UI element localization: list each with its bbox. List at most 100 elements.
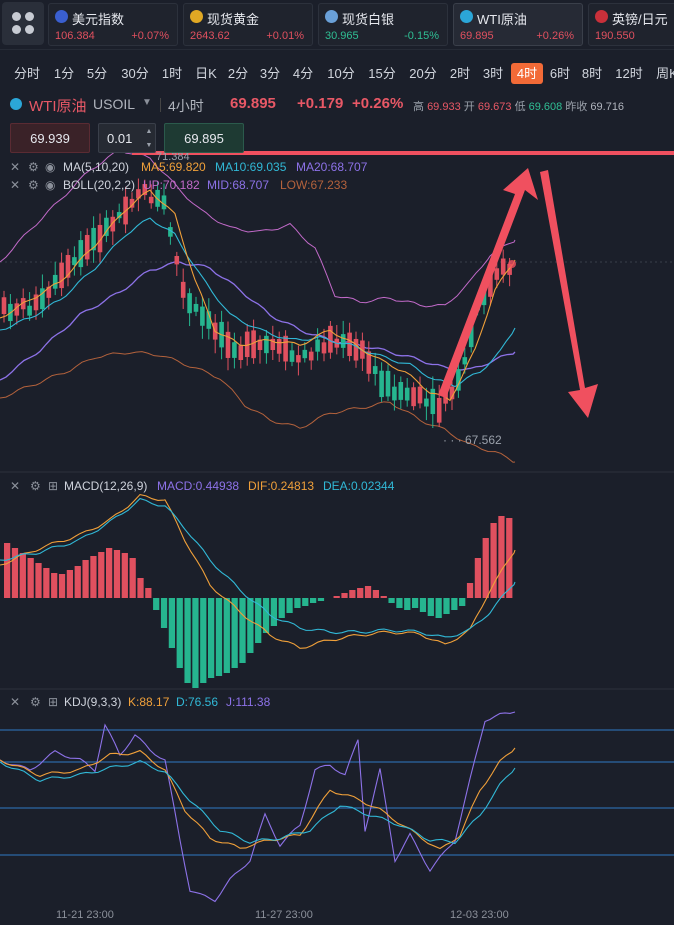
dif-value: DIF:0.24813	[248, 479, 315, 493]
sell-price-button[interactable]: 69.939	[10, 123, 90, 153]
eye-icon[interactable]: ◉	[45, 178, 56, 192]
buy-price-button[interactable]: 69.895	[164, 123, 244, 153]
close-icon[interactable]: ✕	[10, 695, 21, 709]
macd-bar	[310, 598, 317, 603]
macd-bar	[113, 550, 121, 598]
increment-icon[interactable]: ▲	[145, 128, 153, 135]
decrement-icon[interactable]: ▼	[145, 142, 153, 149]
boll-mid-line	[0, 261, 516, 381]
candle	[430, 388, 436, 415]
candle	[14, 303, 20, 316]
chart-timeframe[interactable]: 4小时	[168, 98, 204, 114]
tab-timeframe[interactable]: 20分	[409, 66, 437, 81]
candle	[283, 335, 288, 362]
dif-line	[0, 493, 516, 649]
candle	[468, 320, 474, 348]
timeframe-bar: 分时 1分 5分 30分 1时 日K 2分 3分 4分 10分 15分 20分 …	[0, 58, 674, 88]
candle	[379, 370, 384, 398]
d-value: D:76.56	[176, 695, 219, 709]
gear-icon[interactable]: ⚙	[28, 178, 39, 192]
candle	[494, 268, 500, 280]
quote-price: 2643.62	[190, 30, 230, 42]
tab-timeframe[interactable]: 周K	[656, 66, 674, 81]
macd-bar	[270, 598, 278, 626]
instrument-header: WTI原油 USOIL ▼ 4小时 69.895 +0.179 +0.26% 高…	[0, 92, 674, 118]
tab-timeframe[interactable]: 5分	[86, 66, 108, 81]
tab-timeframe[interactable]: 3分	[259, 66, 281, 81]
macd-bar	[474, 558, 482, 598]
close-icon[interactable]: ✕	[10, 178, 21, 192]
tab-timeframe[interactable]: 10分	[327, 66, 355, 81]
low-mark-label: · · · 67.562	[443, 433, 502, 447]
macd-bar	[294, 598, 301, 608]
tab-timeframe[interactable]: 8时	[581, 66, 603, 81]
quote-change: +0.01%	[266, 30, 304, 42]
candle	[78, 240, 84, 268]
tab-timeframe-active[interactable]: 4时	[511, 63, 543, 84]
tab-timeframe[interactable]: 4分	[292, 66, 314, 81]
candle	[65, 255, 71, 278]
tab-timeframe[interactable]: 6时	[549, 66, 571, 81]
tab-timeframe[interactable]: 1分	[53, 66, 75, 81]
candle	[40, 288, 45, 310]
tab-timeframe[interactable]: 1时	[161, 66, 183, 81]
gear-icon[interactable]: ⚙	[28, 160, 39, 174]
tab-timeframe[interactable]: 2分	[227, 66, 249, 81]
quote-card-silver[interactable]: 现货白银 30.965 -0.15%	[318, 3, 448, 46]
quote-card-gold[interactable]: 现货黄金 2643.62 +0.01%	[183, 3, 313, 46]
candle	[257, 339, 263, 351]
candle	[116, 212, 122, 219]
tab-timeframe[interactable]: 30分	[121, 66, 149, 81]
tab-timeframe[interactable]: 3时	[482, 66, 504, 81]
boll-upper-line	[0, 149, 516, 308]
candle	[276, 339, 282, 354]
quote-name: WTI原油	[477, 12, 527, 27]
uk-flag-icon	[595, 10, 608, 23]
macd-bar	[317, 598, 325, 601]
up-arrow	[438, 168, 538, 398]
quote-change: +0.26%	[536, 30, 574, 42]
close-icon[interactable]: ✕	[10, 479, 21, 493]
gear-icon[interactable]: ⚙	[30, 695, 41, 709]
macd-bar	[231, 598, 238, 668]
candle	[417, 386, 423, 404]
candle	[270, 338, 276, 351]
tab-timeframe[interactable]: 日K	[195, 66, 217, 81]
ma10-value: MA10:69.035	[215, 160, 287, 174]
macd-bar	[98, 552, 105, 598]
candle	[302, 349, 308, 359]
high-value: 69.933	[427, 101, 461, 113]
instrument-name[interactable]: WTI原油	[29, 98, 87, 115]
plus-square-icon[interactable]: ⊞	[48, 479, 59, 493]
instrument-code[interactable]: USOIL	[93, 96, 136, 112]
caret-down-icon[interactable]: ▼	[142, 97, 152, 108]
macd-bar	[215, 598, 223, 676]
macd-bar	[192, 598, 199, 688]
eye-icon[interactable]: ◉	[45, 160, 56, 174]
quote-card-usd-index[interactable]: 美元指数 106.384 +0.07%	[48, 3, 178, 46]
j-line	[0, 711, 516, 903]
quote-card-gbpjpy[interactable]: 英镑/日元 190.550	[588, 3, 674, 46]
quantity-input[interactable]: 0.01	[98, 123, 156, 153]
candle	[404, 387, 410, 401]
candle	[110, 216, 116, 232]
gear-icon[interactable]: ⚙	[30, 479, 41, 493]
macd-bar	[364, 586, 372, 598]
tab-timeframe[interactable]: 分时	[13, 66, 40, 81]
tab-timeframe[interactable]: 15分	[368, 66, 396, 81]
tab-timeframe[interactable]: 2时	[449, 66, 471, 81]
grid-menu-icon[interactable]	[2, 2, 44, 45]
tab-timeframe[interactable]: 12时	[615, 66, 643, 81]
quote-change: +0.07%	[131, 30, 169, 42]
candle	[315, 339, 320, 352]
candle	[232, 342, 237, 358]
macd-bar	[255, 598, 262, 643]
macd-bar	[19, 553, 26, 598]
candle	[385, 370, 391, 397]
quote-card-wti[interactable]: WTI原油 69.895 +0.26%	[453, 3, 583, 46]
quote-bar: 美元指数 106.384 +0.07% 现货黄金 2643.62 +0.01% …	[0, 0, 674, 50]
kdj-title: KDJ(9,3,3)	[64, 695, 122, 709]
close-icon[interactable]: ✕	[10, 160, 21, 174]
plus-square-icon[interactable]: ⊞	[48, 695, 59, 709]
